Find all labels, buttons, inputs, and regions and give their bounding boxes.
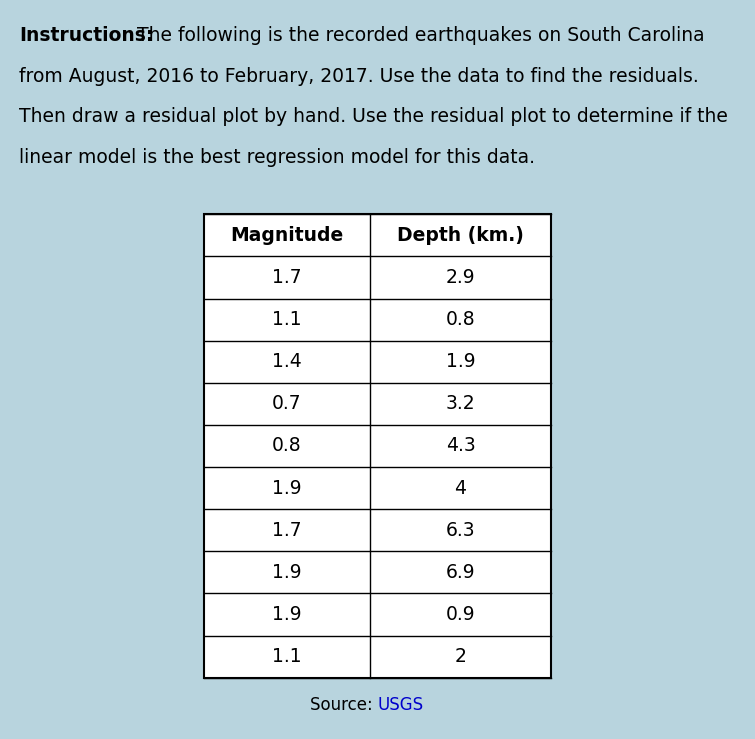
Text: from August, 2016 to February, 2017. Use the data to find the residuals.: from August, 2016 to February, 2017. Use… — [19, 67, 698, 86]
Text: 2: 2 — [455, 647, 467, 666]
Text: Instructions:: Instructions: — [19, 26, 153, 45]
Text: 0.8: 0.8 — [272, 437, 302, 455]
Text: linear model is the best regression model for this data.: linear model is the best regression mode… — [19, 148, 535, 167]
Text: Source:: Source: — [310, 696, 378, 714]
Text: Depth (km.): Depth (km.) — [397, 226, 524, 245]
Text: 1.1: 1.1 — [272, 647, 302, 666]
Text: 1.7: 1.7 — [272, 268, 302, 287]
Text: 4.3: 4.3 — [445, 437, 476, 455]
Text: 1.4: 1.4 — [272, 353, 302, 371]
Text: 1.9: 1.9 — [272, 479, 302, 497]
Text: 1.9: 1.9 — [272, 605, 302, 624]
Text: 0.7: 0.7 — [272, 395, 302, 413]
Text: 2.9: 2.9 — [445, 268, 476, 287]
Text: 1.9: 1.9 — [272, 563, 302, 582]
Text: 6.3: 6.3 — [445, 521, 476, 539]
Text: USGS: USGS — [378, 696, 424, 714]
Text: 1.9: 1.9 — [445, 353, 476, 371]
Text: 0.8: 0.8 — [445, 310, 476, 329]
Text: Then draw a residual plot by hand. Use the residual plot to determine if the: Then draw a residual plot by hand. Use t… — [19, 107, 728, 126]
Text: 1.7: 1.7 — [272, 521, 302, 539]
Text: 1.1: 1.1 — [272, 310, 302, 329]
Text: 6.9: 6.9 — [445, 563, 476, 582]
Text: Magnitude: Magnitude — [230, 226, 344, 245]
Text: The following is the recorded earthquakes on South Carolina: The following is the recorded earthquake… — [131, 26, 704, 45]
Text: 4: 4 — [455, 479, 467, 497]
Text: 3.2: 3.2 — [445, 395, 476, 413]
Text: 0.9: 0.9 — [445, 605, 476, 624]
